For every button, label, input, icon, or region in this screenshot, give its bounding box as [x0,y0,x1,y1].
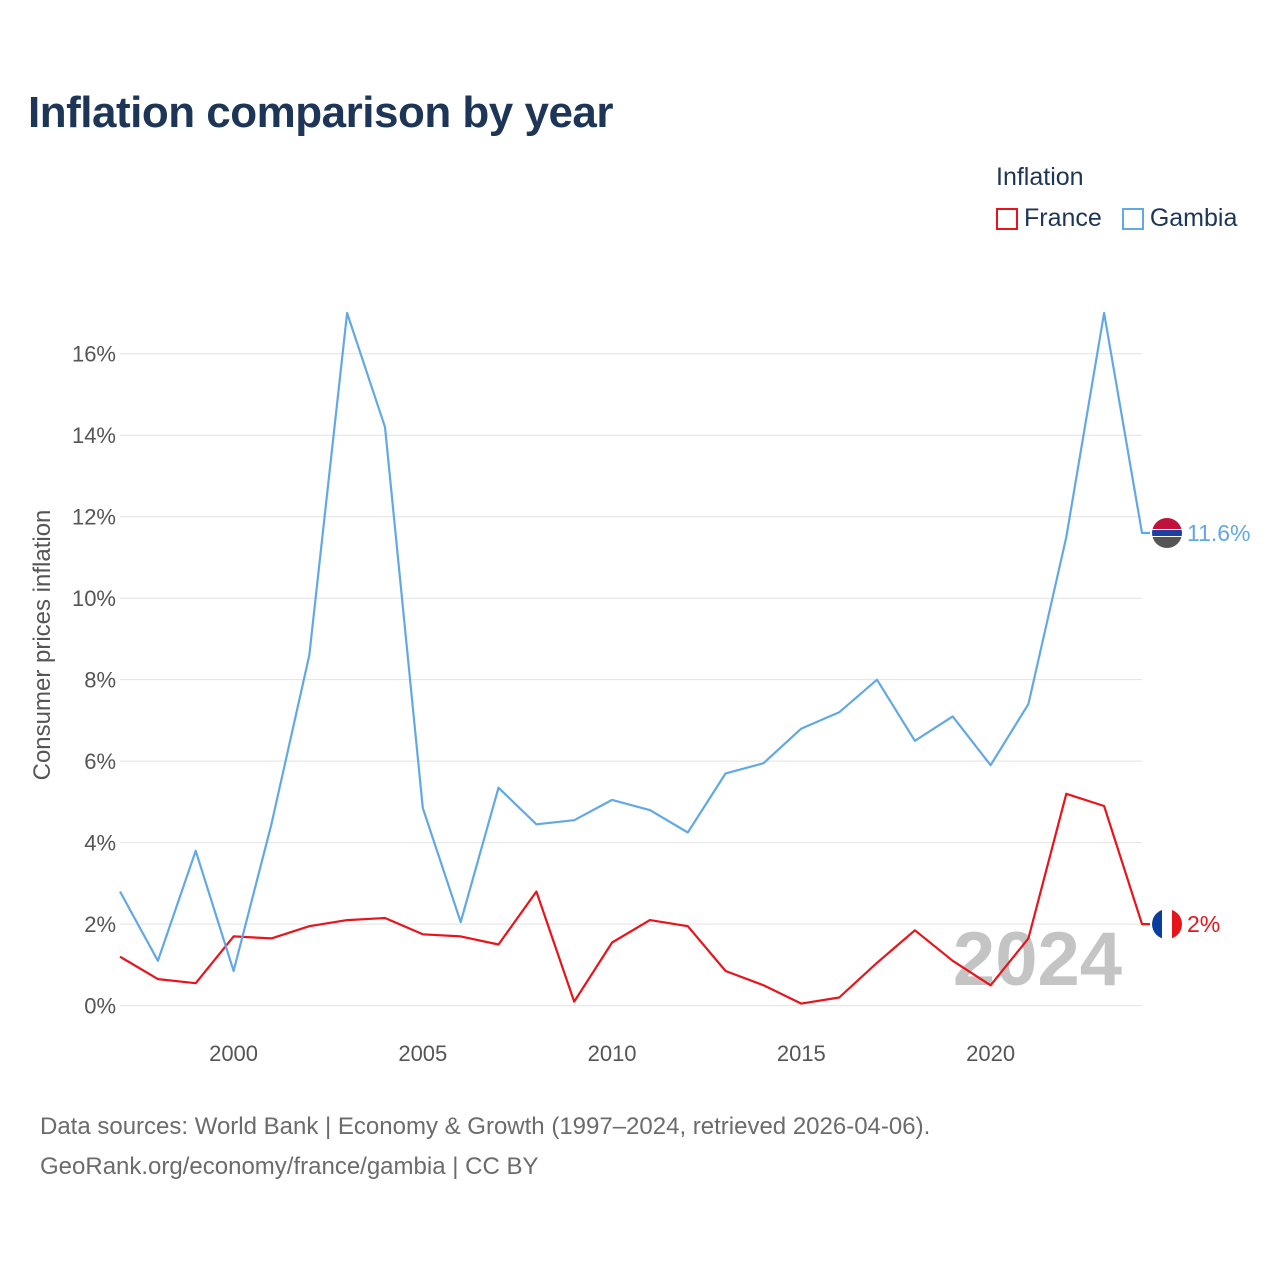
year-watermark: 2024 [953,917,1122,1002]
y-tick-label: 8% [84,668,116,693]
x-axis-ticks: 2000 2005 2010 2015 2020 [209,1041,1015,1066]
y-tick-label: 4% [84,831,116,856]
end-markers: 2% 11.6% [1152,518,1251,939]
y-tick-label: 16% [72,342,116,367]
series-line-gambia[interactable] [120,313,1150,971]
footer: Data sources: World Bank | Economy & Gro… [40,1107,930,1187]
y-axis-ticks: 0% 2% 4% 6% 8% 10% 12% 14% 16% [72,342,116,1019]
end-label-france: 2% [1187,911,1220,937]
x-tick-label: 2000 [209,1041,258,1066]
x-tick-label: 2015 [777,1041,826,1066]
footer-attribution[interactable]: GeoRank.org/economy/france/gambia | CC B… [40,1147,930,1187]
y-tick-label: 0% [84,994,116,1019]
y-axis-label: Consumer prices inflation [29,510,56,781]
y-tick-label: 12% [72,505,116,530]
series-lines [120,313,1150,1004]
gambia-flag-icon [1152,518,1182,548]
line-chart: 0%2%4%6%8%10%12%14%16% 2000 2005 2010 2015 2… [0,0,1280,1280]
y-tick-label: 10% [72,586,116,611]
end-label-gambia: 11.6% [1187,520,1251,546]
y-tick-label: 14% [72,423,116,448]
y-tick-label: 2% [84,912,116,937]
footer-sources: Data sources: World Bank | Economy & Gro… [40,1107,930,1147]
france-flag-icon [1152,909,1182,939]
x-tick-label: 2010 [588,1041,637,1066]
y-tick-label: 6% [84,749,116,774]
x-tick-label: 2020 [966,1041,1015,1066]
grid-lines [120,354,1142,1006]
x-tick-label: 2005 [398,1041,447,1066]
